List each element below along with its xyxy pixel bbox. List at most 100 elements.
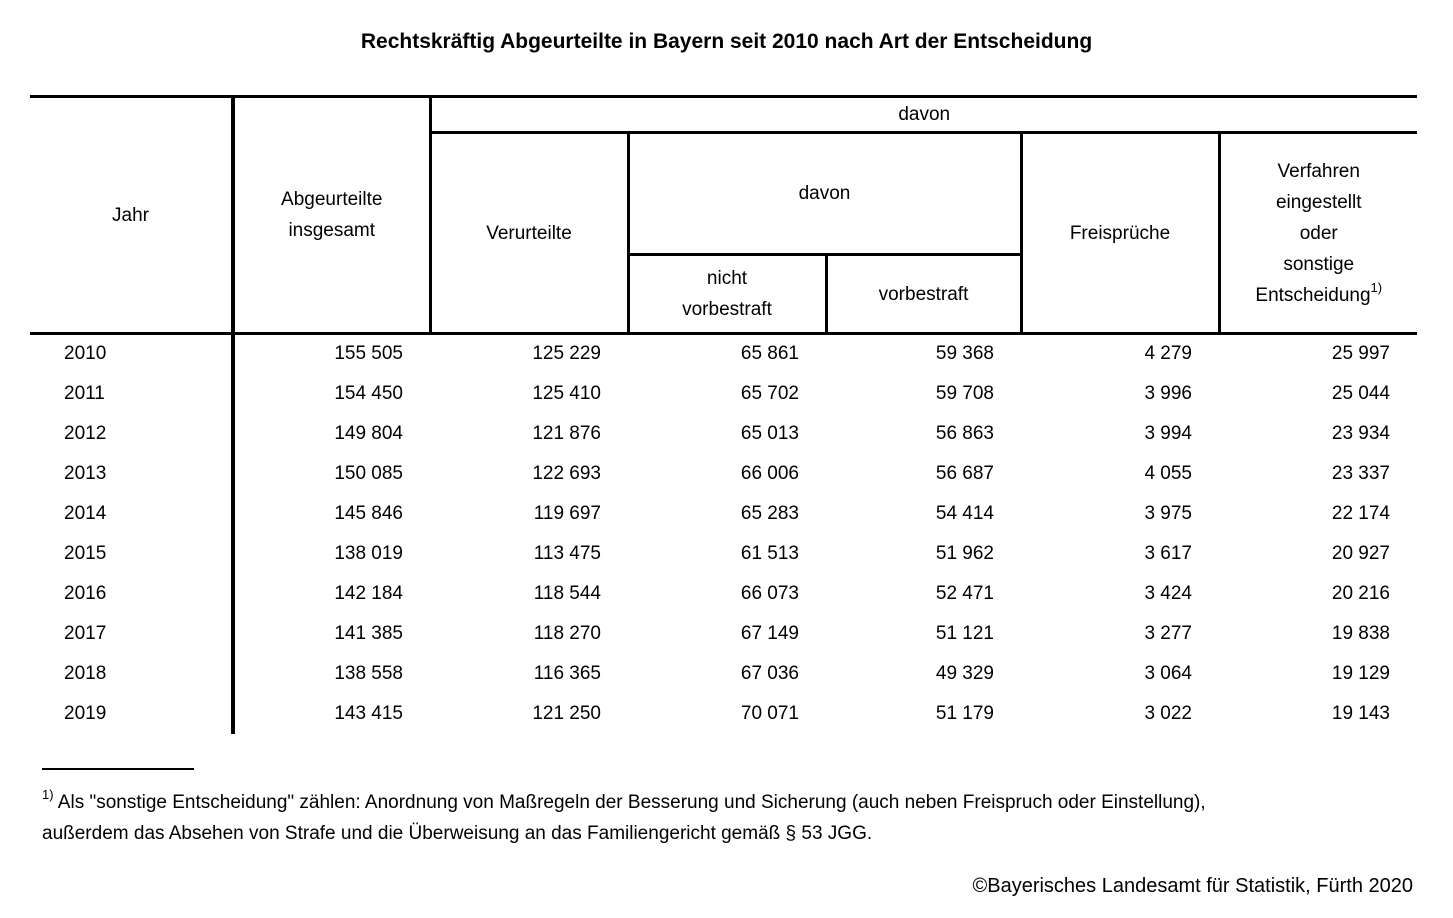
value-cell: 3 617 xyxy=(1144,542,1192,564)
value-cell: 25 997 xyxy=(1331,343,1390,365)
value-cell: 121 250 xyxy=(532,702,601,724)
value-cell: 113 475 xyxy=(533,542,601,564)
value-cell: 20 927 xyxy=(1331,542,1390,564)
value-cell: 155 505 xyxy=(334,343,403,365)
value-cell: 122 693 xyxy=(532,462,601,484)
column-header-davon: davon xyxy=(430,95,1417,134)
value-cell: 121 876 xyxy=(532,422,601,444)
value-cell: 59 708 xyxy=(935,382,994,404)
value-cell: 65 013 xyxy=(740,422,799,444)
value-cell: 3 277 xyxy=(1144,622,1192,644)
value-cell: 116 365 xyxy=(533,662,601,684)
value-cell: 19 129 xyxy=(1331,662,1390,684)
column-header-abgeurteilte-insgesamt: Abgeurteilte insgesamt xyxy=(233,95,432,335)
value-cell: 3 994 xyxy=(1144,422,1192,444)
value-cell: 23 337 xyxy=(1331,462,1390,484)
footnote-divider xyxy=(42,767,194,770)
header-line: vorbestraft xyxy=(682,299,772,320)
value-cell: 150 085 xyxy=(334,462,403,484)
value-cell: 141 385 xyxy=(334,622,403,644)
year-cell: 2017 xyxy=(30,613,235,654)
value-cell: 67 036 xyxy=(740,662,799,684)
value-cell: 138 558 xyxy=(334,662,403,684)
value-cell: 65 283 xyxy=(740,502,799,524)
value-cell: 143 415 xyxy=(334,702,403,724)
value-cell: 3 996 xyxy=(1144,382,1192,404)
value-cell: 19 838 xyxy=(1331,622,1390,644)
value-cell: 51 121 xyxy=(935,622,994,644)
value-cell: 3 424 xyxy=(1144,582,1192,604)
value-cell: 118 270 xyxy=(533,622,601,644)
value-cell: 51 179 xyxy=(935,702,994,724)
table-row: 2013 150 085 122 693 66 006 56 687 4 055… xyxy=(30,453,1417,494)
value-cell: 20 216 xyxy=(1331,582,1390,604)
value-cell: 23 934 xyxy=(1331,422,1390,444)
value-cell: 61 513 xyxy=(740,542,799,564)
header-line: nicht xyxy=(706,268,748,289)
value-cell: 3 975 xyxy=(1144,502,1192,524)
value-cell: 118 544 xyxy=(533,582,601,604)
copyright-notice: ©Bayerisches Landesamt für Statistik, Fü… xyxy=(972,874,1414,897)
table-row: 2011 154 450 125 410 65 702 59 708 3 996… xyxy=(30,373,1417,414)
year-cell: 2010 xyxy=(30,333,235,374)
header-line: Entscheidung xyxy=(1255,284,1371,306)
value-cell: 52 471 xyxy=(935,582,994,604)
column-header-nicht-vorbestraft: nicht vorbestraft xyxy=(628,254,828,335)
value-cell: 138 019 xyxy=(334,542,403,564)
value-cell: 65 702 xyxy=(740,382,799,404)
table-row: 2014 145 846 119 697 65 283 54 414 3 975… xyxy=(30,493,1417,534)
value-cell: 66 073 xyxy=(740,582,799,604)
column-header-jahr: Jahr xyxy=(30,95,235,335)
year-cell: 2015 xyxy=(30,533,235,574)
value-cell: 3 064 xyxy=(1144,662,1192,684)
page-title: Rechtskräftig Abgeurteilte in Bayern sei… xyxy=(360,30,1093,53)
value-cell: 3 022 xyxy=(1144,702,1192,724)
footnote: 1) Als "sonstige Entscheidung" zählen: A… xyxy=(42,787,1433,849)
value-cell: 119 697 xyxy=(533,502,601,524)
value-cell: 56 863 xyxy=(935,422,994,444)
year-cell: 2012 xyxy=(30,413,235,454)
header-line: insgesamt xyxy=(288,220,376,241)
value-cell: 149 804 xyxy=(334,422,403,444)
value-cell: 154 450 xyxy=(334,382,403,404)
value-cell: 19 143 xyxy=(1331,702,1390,724)
value-cell: 125 410 xyxy=(532,382,601,404)
year-cell: 2019 xyxy=(30,693,235,734)
value-cell: 56 687 xyxy=(935,462,994,484)
value-cell: 22 174 xyxy=(1331,502,1390,524)
value-cell: 4 055 xyxy=(1144,462,1192,484)
column-header-davon-inner: davon xyxy=(628,132,1021,256)
column-header-verurteilte: Verurteilte xyxy=(430,132,630,335)
footnote-marker: 1) xyxy=(42,787,54,803)
table-row: 2019 143 415 121 250 70 071 51 179 3 022… xyxy=(30,693,1417,734)
value-cell: 59 368 xyxy=(935,343,994,365)
column-header-vorbestraft: vorbestraft xyxy=(826,254,1021,335)
value-cell: 49 329 xyxy=(935,662,994,684)
column-header-freisprueche: Freisprüche xyxy=(1019,132,1221,335)
value-cell: 4 279 xyxy=(1144,343,1192,365)
header-line: eingestellt xyxy=(1275,191,1362,213)
table-row: 2016 142 184 118 544 66 073 52 471 3 424… xyxy=(30,573,1417,614)
year-cell: 2013 xyxy=(30,453,235,494)
table-row: 2010 155 505 125 229 65 861 59 368 4 279… xyxy=(30,333,1417,374)
footnote-reference: 1) xyxy=(1370,280,1383,296)
header-line: sonstige xyxy=(1283,253,1355,275)
value-cell: 51 962 xyxy=(935,542,994,564)
value-cell: 145 846 xyxy=(334,502,403,524)
value-cell: 70 071 xyxy=(740,702,799,724)
table-row: 2012 149 804 121 876 65 013 56 863 3 994… xyxy=(30,413,1417,454)
year-cell: 2018 xyxy=(30,653,235,694)
header-line: oder xyxy=(1299,222,1338,244)
header-line: Abgeurteilte xyxy=(281,189,383,210)
statistics-table: Jahr Abgeurteilte insgesamt davon Verurt… xyxy=(30,95,1417,734)
header-line: Verfahren xyxy=(1277,160,1360,182)
table-row: 2017 141 385 118 270 67 149 51 121 3 277… xyxy=(30,613,1417,654)
value-cell: 54 414 xyxy=(935,502,994,524)
footnote-text-line: Als "sonstige Entscheidung" zählen: Anor… xyxy=(57,791,1206,813)
value-cell: 66 006 xyxy=(740,462,799,484)
value-cell: 67 149 xyxy=(740,622,799,644)
year-cell: 2016 xyxy=(30,573,235,614)
value-cell: 25 044 xyxy=(1331,382,1390,404)
value-cell: 142 184 xyxy=(334,582,403,604)
table-row: 2015 138 019 113 475 61 513 51 962 3 617… xyxy=(30,533,1417,574)
